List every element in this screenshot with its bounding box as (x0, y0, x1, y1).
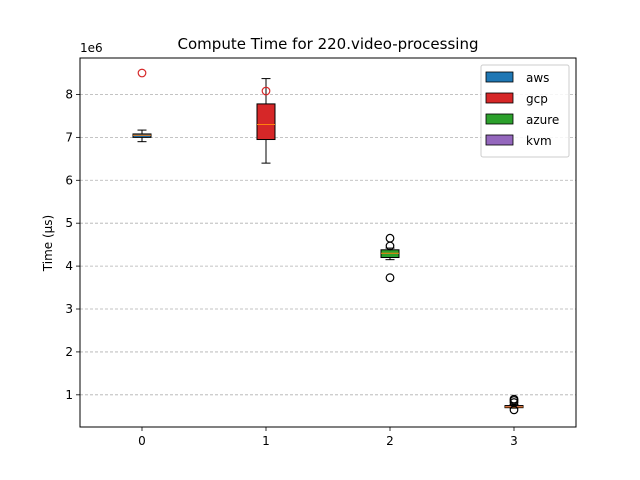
outlier-point (137, 68, 147, 78)
boxes (132, 68, 524, 415)
y-tick-label: 3 (65, 302, 73, 316)
outlier-point (509, 394, 519, 404)
plot-frame (79, 57, 577, 428)
legend-swatch-kvm (485, 134, 514, 146)
legend-label-azure: azure (526, 113, 559, 127)
x-tick-label: 0 (138, 434, 146, 448)
box-gcp (256, 78, 276, 164)
y-tick-label: 1 (65, 388, 73, 402)
legend-frame (480, 64, 570, 158)
legend-swatch-aws (485, 71, 514, 83)
legend-swatch-gcp (485, 92, 514, 104)
x-tick-label: 1 (262, 434, 270, 448)
legend-label-aws: aws (526, 71, 549, 85)
box-iqr (256, 103, 276, 141)
box-aws (132, 68, 152, 143)
legend-swatch-azure (485, 113, 514, 125)
chart-title: Compute Time for 220.video-processing (178, 35, 479, 53)
legend-label-kvm: kvm (526, 134, 552, 148)
y-tick-label: 2 (65, 345, 73, 359)
y-tick-label: 8 (65, 87, 73, 101)
y-tick-label: 7 (65, 130, 73, 144)
legend: aws gcp azure kvm (480, 64, 570, 158)
y-multiplier-label: 1e6 (80, 41, 103, 55)
legend-label-gcp: gcp (526, 92, 548, 106)
outlier-point (261, 86, 271, 96)
y-tick-label: 6 (65, 173, 73, 187)
y-tick-label: 4 (65, 259, 73, 273)
box-kvm (504, 394, 524, 415)
x-tick-label: 3 (510, 434, 518, 448)
y-axis-label: Time (μs) (41, 215, 55, 272)
y-tick-label: 5 (65, 216, 73, 230)
grid-lines (80, 94, 576, 396)
outlier-point (385, 241, 395, 251)
box-azure (380, 233, 400, 283)
outlier-point (385, 273, 395, 283)
outlier-point (385, 233, 395, 243)
axis-ticks: 1 2 3 4 5 6 7 8 0 1 2 3 (65, 87, 517, 448)
x-tick-label: 2 (386, 434, 394, 448)
